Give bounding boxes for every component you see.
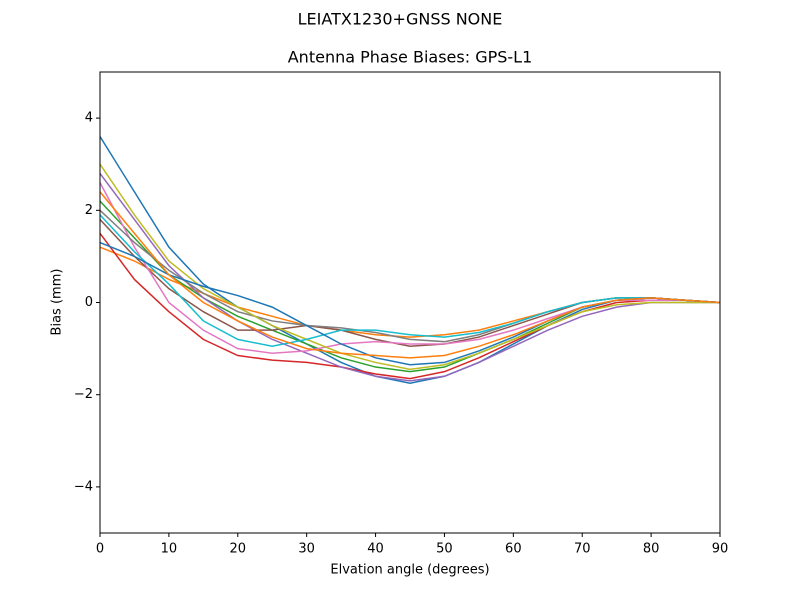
x-tick-label: 70 [574, 542, 591, 557]
x-tick-label: 60 [505, 542, 522, 557]
x-tick-label: 90 [712, 542, 729, 557]
series-line [99, 232, 721, 380]
x-tick-label: 50 [436, 542, 453, 557]
suptitle: LEIATX1230+GNSS NONE [298, 10, 503, 29]
y-tick-label: 4 [85, 111, 93, 126]
x-tick-label: 0 [96, 542, 104, 557]
chart-title: Antenna Phase Biases: GPS-L1 [288, 48, 533, 67]
series-line [99, 172, 720, 382]
x-tick-label: 80 [643, 542, 660, 557]
x-tick-label: 20 [230, 542, 247, 557]
y-tick-label: −4 [74, 479, 93, 494]
y-tick-label: −2 [74, 387, 93, 402]
y-tick-label: 2 [85, 203, 93, 218]
x-tick-label: 30 [298, 542, 315, 557]
series-line [99, 191, 721, 359]
series-line [99, 214, 721, 348]
x-axis-label: Elvation angle (degrees) [330, 563, 489, 578]
y-axis-label: Bias (mm) [50, 269, 65, 336]
y-tick-label: 0 [85, 295, 93, 310]
x-tick-label: 40 [367, 542, 384, 557]
series-line [99, 163, 720, 371]
x-tick-label: 10 [161, 542, 178, 557]
plot-area [99, 136, 721, 384]
